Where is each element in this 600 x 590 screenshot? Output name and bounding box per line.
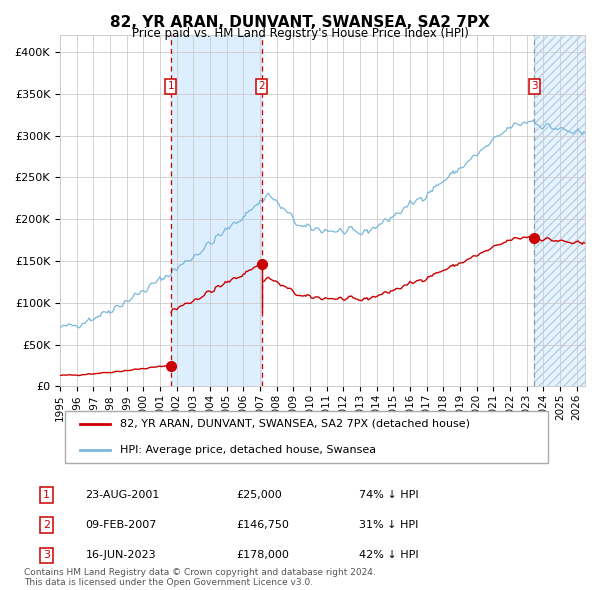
Text: 09-FEB-2007: 09-FEB-2007: [85, 520, 157, 530]
Bar: [534, 35, 585, 386]
Text: 82, YR ARAN, DUNVANT, SWANSEA, SA2 7PX (detached house): 82, YR ARAN, DUNVANT, SWANSEA, SA2 7PX (…: [120, 419, 470, 428]
Text: 1: 1: [167, 81, 174, 91]
Text: 2: 2: [43, 520, 50, 530]
Text: £25,000: £25,000: [236, 490, 282, 500]
Text: 3: 3: [43, 550, 50, 560]
Text: 42% ↓ HPI: 42% ↓ HPI: [359, 550, 418, 560]
Text: Price paid vs. HM Land Registry's House Price Index (HPI): Price paid vs. HM Land Registry's House …: [131, 27, 469, 40]
Text: 74% ↓ HPI: 74% ↓ HPI: [359, 490, 418, 500]
Bar: [534, 35, 585, 386]
Text: 23-AUG-2001: 23-AUG-2001: [85, 490, 160, 500]
Text: £146,750: £146,750: [236, 520, 289, 530]
Text: 1: 1: [43, 490, 50, 500]
Text: 31% ↓ HPI: 31% ↓ HPI: [359, 520, 418, 530]
Text: 3: 3: [531, 81, 538, 91]
Text: 82, YR ARAN, DUNVANT, SWANSEA, SA2 7PX: 82, YR ARAN, DUNVANT, SWANSEA, SA2 7PX: [110, 15, 490, 30]
Text: 2: 2: [259, 81, 265, 91]
Bar: [171, 35, 262, 386]
Text: 16-JUN-2023: 16-JUN-2023: [85, 550, 156, 560]
Text: HPI: Average price, detached house, Swansea: HPI: Average price, detached house, Swan…: [120, 445, 376, 454]
Text: Contains HM Land Registry data © Crown copyright and database right 2024.
This d: Contains HM Land Registry data © Crown c…: [24, 568, 376, 587]
Text: £178,000: £178,000: [236, 550, 289, 560]
FancyBboxPatch shape: [65, 411, 548, 463]
